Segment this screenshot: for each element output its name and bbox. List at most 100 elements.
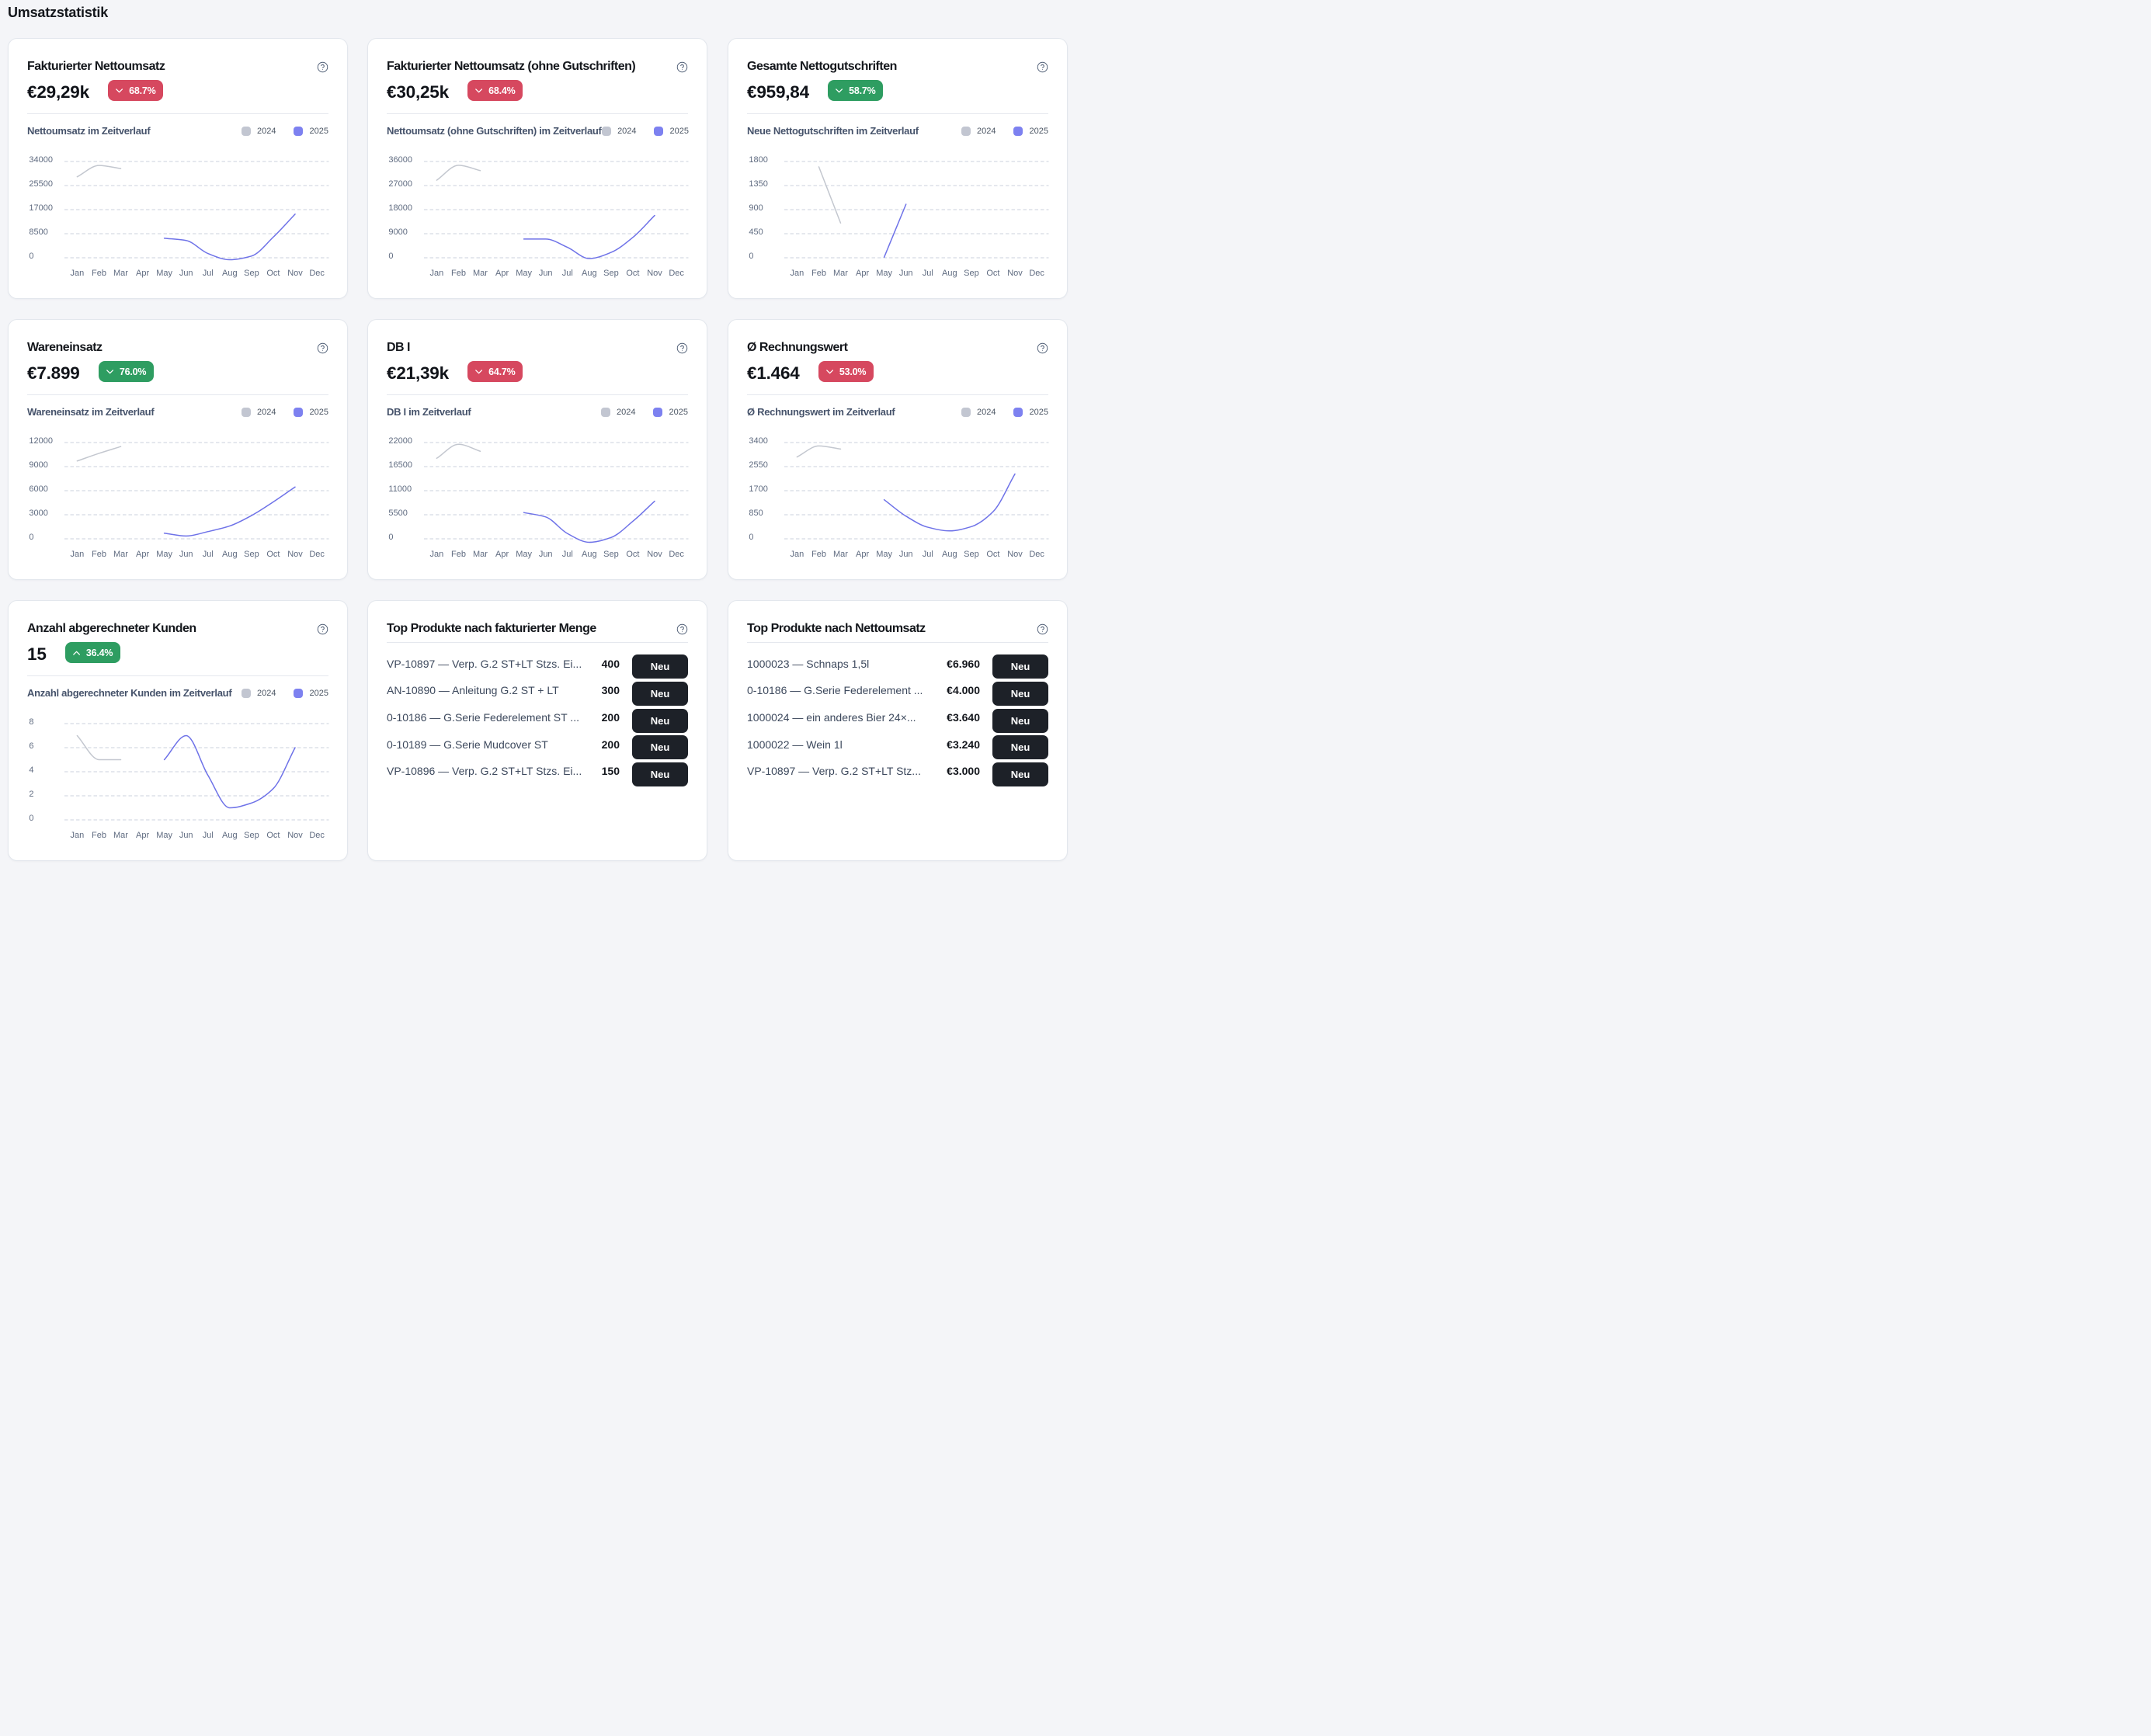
svg-text:17000: 17000 <box>29 203 53 213</box>
svg-text:Jul: Jul <box>203 269 214 278</box>
svg-text:8: 8 <box>29 717 33 727</box>
svg-text:Sep: Sep <box>603 550 619 559</box>
svg-text:Mar: Mar <box>833 550 848 559</box>
svg-text:Oct: Oct <box>626 550 639 559</box>
svg-text:May: May <box>516 550 532 559</box>
svg-text:Mar: Mar <box>473 550 488 559</box>
svg-text:Oct: Oct <box>266 831 280 840</box>
svg-text:Jun: Jun <box>539 550 553 559</box>
svg-text:Apr: Apr <box>495 550 509 559</box>
svg-text:Jan: Jan <box>71 550 85 559</box>
svg-text:Dec: Dec <box>669 550 684 559</box>
svg-text:Jun: Jun <box>179 269 193 278</box>
svg-text:1700: 1700 <box>749 484 767 494</box>
svg-text:0: 0 <box>388 533 393 542</box>
svg-text:Mar: Mar <box>113 550 128 559</box>
svg-text:900: 900 <box>749 203 763 213</box>
svg-text:Jun: Jun <box>179 831 193 840</box>
svg-text:Jan: Jan <box>430 550 444 559</box>
svg-text:Dec: Dec <box>1029 269 1044 278</box>
svg-text:Oct: Oct <box>986 550 999 559</box>
svg-text:May: May <box>876 550 892 559</box>
svg-text:Aug: Aug <box>582 269 597 278</box>
svg-text:1350: 1350 <box>749 179 767 189</box>
svg-text:8500: 8500 <box>29 227 47 237</box>
svg-text:Nov: Nov <box>287 831 303 840</box>
svg-text:0: 0 <box>29 814 33 823</box>
svg-text:Dec: Dec <box>669 269 684 278</box>
svg-text:2550: 2550 <box>749 460 767 470</box>
svg-text:Jan: Jan <box>430 269 444 278</box>
svg-text:Feb: Feb <box>811 269 826 278</box>
svg-text:Jun: Jun <box>899 550 913 559</box>
svg-text:Nov: Nov <box>287 269 303 278</box>
svg-text:May: May <box>516 269 532 278</box>
svg-text:Sep: Sep <box>964 269 979 278</box>
svg-text:1800: 1800 <box>749 155 767 165</box>
svg-text:Feb: Feb <box>92 269 106 278</box>
svg-text:Mar: Mar <box>473 269 488 278</box>
svg-text:Apr: Apr <box>136 269 149 278</box>
svg-text:Feb: Feb <box>92 831 106 840</box>
svg-text:Dec: Dec <box>309 269 325 278</box>
svg-text:Aug: Aug <box>942 550 957 559</box>
svg-text:May: May <box>876 269 892 278</box>
svg-text:25500: 25500 <box>29 179 53 189</box>
svg-text:Sep: Sep <box>244 831 259 840</box>
svg-text:Dec: Dec <box>309 831 325 840</box>
svg-text:Feb: Feb <box>451 550 466 559</box>
svg-text:Nov: Nov <box>287 550 303 559</box>
svg-text:Dec: Dec <box>309 550 325 559</box>
svg-text:Jun: Jun <box>539 269 553 278</box>
svg-text:Jul: Jul <box>923 269 933 278</box>
svg-text:5500: 5500 <box>388 509 407 518</box>
svg-text:Jul: Jul <box>562 550 573 559</box>
svg-text:3400: 3400 <box>749 436 767 446</box>
svg-text:450: 450 <box>749 227 763 237</box>
svg-text:Jan: Jan <box>71 831 85 840</box>
svg-text:Dec: Dec <box>1029 550 1044 559</box>
svg-text:Sep: Sep <box>244 269 259 278</box>
svg-text:Nov: Nov <box>1007 269 1023 278</box>
svg-text:Sep: Sep <box>244 550 259 559</box>
svg-text:11000: 11000 <box>388 484 412 494</box>
svg-text:Aug: Aug <box>582 550 597 559</box>
svg-text:3000: 3000 <box>29 509 47 518</box>
svg-text:9000: 9000 <box>388 227 407 237</box>
svg-text:Oct: Oct <box>266 269 280 278</box>
svg-text:850: 850 <box>749 509 763 518</box>
svg-text:Jul: Jul <box>203 831 214 840</box>
svg-text:Jul: Jul <box>562 269 573 278</box>
svg-text:Apr: Apr <box>856 269 869 278</box>
svg-text:0: 0 <box>749 533 753 542</box>
svg-text:Feb: Feb <box>451 269 466 278</box>
svg-text:Mar: Mar <box>113 831 128 840</box>
svg-text:0: 0 <box>749 252 753 261</box>
svg-text:9000: 9000 <box>29 460 47 470</box>
svg-text:4: 4 <box>29 766 33 775</box>
svg-text:Feb: Feb <box>92 550 106 559</box>
svg-text:Sep: Sep <box>603 269 619 278</box>
svg-text:27000: 27000 <box>388 179 412 189</box>
svg-text:Oct: Oct <box>986 269 999 278</box>
svg-text:0: 0 <box>29 533 33 542</box>
svg-text:Apr: Apr <box>856 550 869 559</box>
svg-text:6000: 6000 <box>29 484 47 494</box>
svg-text:Oct: Oct <box>626 269 639 278</box>
svg-text:0: 0 <box>388 252 393 261</box>
svg-text:May: May <box>156 550 172 559</box>
svg-text:Aug: Aug <box>222 831 238 840</box>
svg-text:Jul: Jul <box>923 550 933 559</box>
svg-text:Jun: Jun <box>899 269 913 278</box>
svg-text:Aug: Aug <box>222 269 238 278</box>
svg-text:Nov: Nov <box>647 550 662 559</box>
svg-text:Jun: Jun <box>179 550 193 559</box>
svg-text:Apr: Apr <box>136 831 149 840</box>
svg-text:Jul: Jul <box>203 550 214 559</box>
svg-text:6: 6 <box>29 741 33 751</box>
svg-text:Sep: Sep <box>964 550 979 559</box>
svg-text:Apr: Apr <box>136 550 149 559</box>
svg-text:Oct: Oct <box>266 550 280 559</box>
svg-text:Jan: Jan <box>791 550 804 559</box>
svg-text:12000: 12000 <box>29 436 53 446</box>
